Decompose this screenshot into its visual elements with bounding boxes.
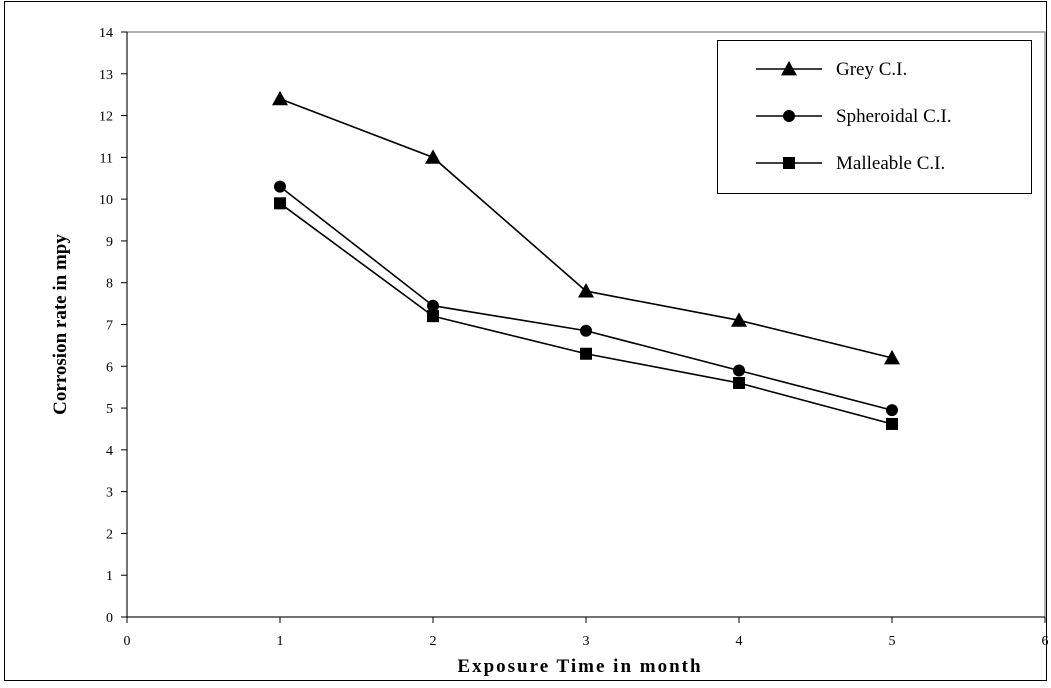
series-1	[272, 90, 900, 365]
y-tick-label: 13	[99, 68, 113, 83]
legend-marker	[783, 157, 795, 169]
y-tick-label: 11	[100, 151, 113, 166]
y-tick-label: 12	[99, 110, 113, 125]
x-tick-label: 0	[124, 634, 131, 649]
data-point	[733, 377, 745, 389]
chart-border	[4, 1, 1047, 681]
x-tick-label: 6	[1042, 634, 1049, 649]
data-point	[274, 180, 286, 193]
data-point	[884, 349, 900, 365]
data-point	[274, 197, 286, 210]
y-tick-label: 7	[106, 319, 113, 334]
x-axis-title: Exposure Time in month	[457, 656, 702, 677]
data-point	[886, 404, 898, 417]
legend-entry: Malleable C.I.	[756, 153, 945, 174]
x-tick-label: 1	[277, 634, 284, 649]
series-line	[279, 202, 893, 425]
y-tick-label: 14	[99, 26, 113, 41]
x-tick-label: 2	[430, 634, 437, 649]
series-line	[279, 185, 893, 411]
y-tick-label: 2	[106, 527, 113, 542]
data-point	[580, 347, 592, 360]
y-tick-label: 0	[106, 611, 113, 626]
series-2	[274, 180, 898, 417]
legend-marker	[781, 61, 797, 76]
series-3	[274, 197, 898, 430]
legend-box	[717, 40, 1032, 194]
y-axis-title: Corrosion rate in mpy	[50, 234, 71, 415]
y-tick-label: 5	[106, 402, 113, 417]
legend-marker	[783, 110, 795, 122]
x-axis: 0 1 2 3 4 5 6	[124, 616, 1049, 649]
legend-entry: Spheroidal C.I.	[756, 106, 952, 127]
y-tick-label: 4	[106, 444, 113, 459]
x-tick-label: 5	[889, 634, 896, 649]
data-point	[580, 324, 592, 337]
legend-label: Spheroidal C.I.	[836, 106, 952, 127]
data-point	[272, 90, 288, 106]
legend-entry: Grey C.I.	[756, 59, 907, 80]
y-tick-label: 8	[106, 277, 113, 292]
series-layer	[272, 90, 900, 430]
legend-label: Grey C.I.	[836, 59, 907, 80]
data-point	[886, 417, 898, 430]
data-point	[427, 310, 439, 323]
data-point	[733, 364, 745, 377]
data-point	[427, 299, 439, 312]
legend-label: Malleable C.I.	[836, 153, 945, 174]
x-tick-label: 4	[736, 634, 743, 649]
data-point	[731, 312, 747, 327]
y-tick-label: 3	[106, 486, 113, 501]
data-point	[425, 149, 441, 164]
y-tick-label: 6	[106, 360, 113, 375]
data-point	[578, 283, 594, 298]
y-tick-label: 10	[99, 193, 113, 208]
legend: Grey C.I. Spheroidal C.I. Malleable C.I.	[717, 40, 1032, 194]
y-tick-label: 9	[106, 235, 113, 250]
y-tick-label: 1	[106, 569, 113, 584]
x-tick-label: 3	[583, 634, 590, 649]
